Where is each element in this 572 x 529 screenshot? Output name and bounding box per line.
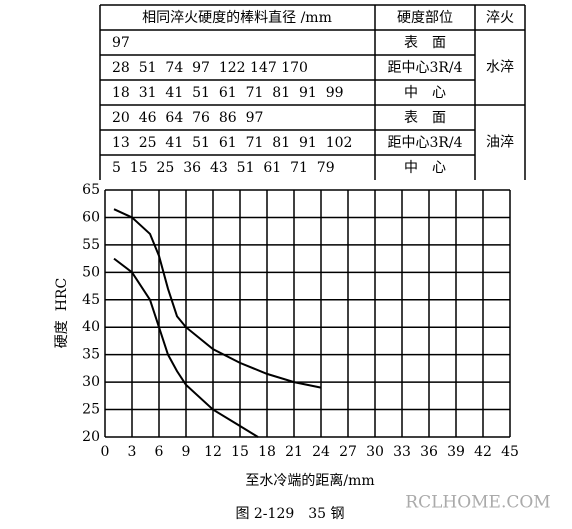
x-tick-label: 45 — [501, 444, 519, 460]
y-tick-label: 45 — [82, 292, 100, 308]
y-tick-label: 35 — [82, 347, 100, 363]
x-tick-label: 30 — [366, 444, 384, 460]
diameter-cell: 28 51 74 97 122 147 170 — [112, 60, 308, 76]
y-tick-label: 60 — [82, 209, 100, 225]
y-tick-label: 55 — [82, 237, 100, 253]
x-tick-label: 36 — [420, 444, 438, 460]
table-header: 硬度部位 — [397, 10, 453, 26]
diameter-cell: 20 46 64 76 86 97 — [112, 110, 263, 126]
diameter-cell: 5 15 25 36 43 51 61 71 79 — [112, 160, 335, 176]
x-tick-label: 15 — [231, 444, 249, 460]
y-tick-label: 20 — [82, 429, 100, 445]
y-tick-label: 40 — [82, 319, 100, 335]
table-frame — [99, 4, 526, 180]
x-tick-label: 33 — [393, 444, 411, 460]
diameter-cell: 13 25 41 51 61 71 81 91 102 — [112, 135, 352, 151]
table-header: 淬火 — [486, 10, 514, 26]
x-tick-label: 21 — [285, 444, 303, 460]
watermark: RCLHOME.COM — [405, 493, 550, 513]
quench-cell: 水淬 — [486, 60, 514, 76]
x-tick-label: 27 — [339, 444, 357, 460]
y-tick-label: 30 — [82, 374, 100, 390]
x-tick-label: 24 — [312, 444, 330, 460]
x-tick-label: 9 — [182, 444, 191, 460]
position-cell: 表 面 — [404, 110, 446, 126]
x-tick-label: 18 — [258, 444, 276, 460]
curve — [113, 208, 322, 389]
y-tick-label: 25 — [82, 402, 100, 418]
y-axis-label: 硬度 HRC — [54, 278, 70, 348]
y-tick-label: 65 — [82, 182, 100, 198]
x-axis-label: 至水冷端的距离/mm — [245, 472, 374, 489]
x-tick-label: 6 — [155, 444, 164, 460]
x-tick-label: 12 — [204, 444, 222, 460]
position-cell: 表 面 — [404, 35, 446, 51]
curve — [113, 257, 259, 438]
position-cell: 中 心 — [404, 85, 446, 101]
diameter-cell: 97 — [112, 35, 130, 51]
position-cell: 距中心3R/4 — [387, 135, 462, 151]
x-tick-label: 42 — [474, 444, 492, 460]
y-tick-label: 50 — [82, 264, 100, 280]
x-tick-label: 39 — [447, 444, 465, 460]
x-tick-label: 3 — [128, 444, 137, 460]
position-cell: 中 心 — [404, 160, 446, 176]
table-header: 相同淬火硬度的棒料直径 /mm — [142, 9, 332, 26]
quench-cell: 油淬 — [486, 135, 514, 151]
x-tick-label: 0 — [101, 444, 110, 460]
diameter-cell: 18 31 41 51 61 71 81 91 99 — [112, 85, 344, 101]
position-cell: 距中心3R/4 — [387, 60, 462, 76]
caption: 图 2-129 35 钢 — [235, 506, 344, 522]
